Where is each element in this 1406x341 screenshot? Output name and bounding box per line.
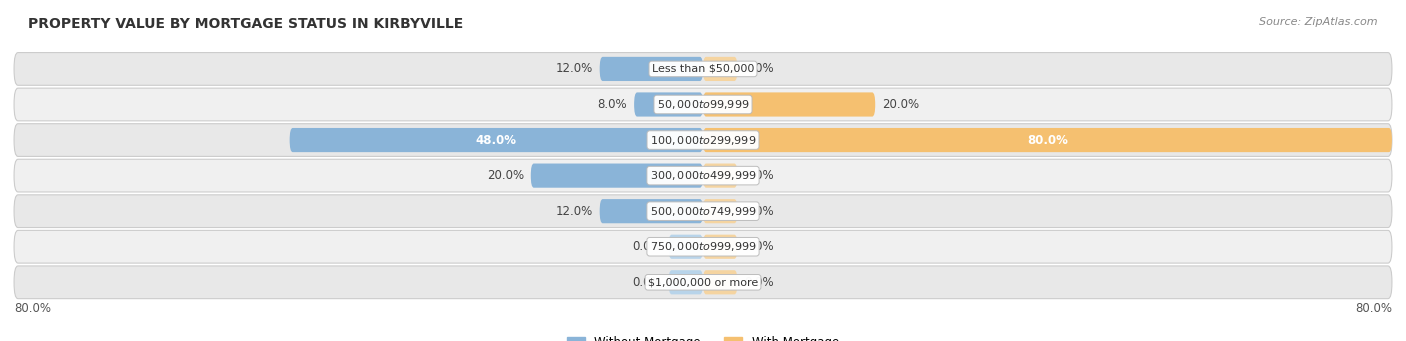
Text: Source: ZipAtlas.com: Source: ZipAtlas.com bbox=[1260, 17, 1378, 27]
Text: $750,000 to $999,999: $750,000 to $999,999 bbox=[650, 240, 756, 253]
FancyBboxPatch shape bbox=[669, 235, 703, 259]
FancyBboxPatch shape bbox=[703, 270, 738, 294]
Text: 0.0%: 0.0% bbox=[744, 276, 773, 289]
Text: 20.0%: 20.0% bbox=[486, 169, 524, 182]
Text: $1,000,000 or more: $1,000,000 or more bbox=[648, 277, 758, 287]
Text: 0.0%: 0.0% bbox=[744, 62, 773, 75]
FancyBboxPatch shape bbox=[14, 195, 1392, 227]
Text: 12.0%: 12.0% bbox=[555, 205, 593, 218]
FancyBboxPatch shape bbox=[14, 159, 1392, 192]
Text: 20.0%: 20.0% bbox=[882, 98, 920, 111]
Text: 80.0%: 80.0% bbox=[1026, 134, 1069, 147]
Text: 80.0%: 80.0% bbox=[14, 302, 51, 315]
FancyBboxPatch shape bbox=[531, 164, 703, 188]
FancyBboxPatch shape bbox=[14, 88, 1392, 121]
Text: 80.0%: 80.0% bbox=[1355, 302, 1392, 315]
FancyBboxPatch shape bbox=[14, 53, 1392, 85]
FancyBboxPatch shape bbox=[703, 57, 738, 81]
Text: 0.0%: 0.0% bbox=[744, 169, 773, 182]
FancyBboxPatch shape bbox=[290, 128, 703, 152]
Legend: Without Mortgage, With Mortgage: Without Mortgage, With Mortgage bbox=[567, 336, 839, 341]
Text: PROPERTY VALUE BY MORTGAGE STATUS IN KIRBYVILLE: PROPERTY VALUE BY MORTGAGE STATUS IN KIR… bbox=[28, 17, 464, 31]
Text: 48.0%: 48.0% bbox=[475, 134, 517, 147]
FancyBboxPatch shape bbox=[14, 231, 1392, 263]
FancyBboxPatch shape bbox=[669, 270, 703, 294]
Text: 0.0%: 0.0% bbox=[744, 205, 773, 218]
Text: Less than $50,000: Less than $50,000 bbox=[652, 64, 754, 74]
Text: 0.0%: 0.0% bbox=[633, 276, 662, 289]
Text: 8.0%: 8.0% bbox=[598, 98, 627, 111]
FancyBboxPatch shape bbox=[14, 266, 1392, 299]
FancyBboxPatch shape bbox=[703, 92, 875, 117]
FancyBboxPatch shape bbox=[14, 124, 1392, 157]
FancyBboxPatch shape bbox=[703, 164, 738, 188]
FancyBboxPatch shape bbox=[703, 235, 738, 259]
Text: $500,000 to $749,999: $500,000 to $749,999 bbox=[650, 205, 756, 218]
FancyBboxPatch shape bbox=[703, 128, 1392, 152]
Text: $100,000 to $299,999: $100,000 to $299,999 bbox=[650, 134, 756, 147]
FancyBboxPatch shape bbox=[599, 199, 703, 223]
Text: $50,000 to $99,999: $50,000 to $99,999 bbox=[657, 98, 749, 111]
Text: 0.0%: 0.0% bbox=[633, 240, 662, 253]
FancyBboxPatch shape bbox=[703, 199, 738, 223]
Text: 0.0%: 0.0% bbox=[744, 240, 773, 253]
Text: 12.0%: 12.0% bbox=[555, 62, 593, 75]
FancyBboxPatch shape bbox=[599, 57, 703, 81]
Text: $300,000 to $499,999: $300,000 to $499,999 bbox=[650, 169, 756, 182]
FancyBboxPatch shape bbox=[634, 92, 703, 117]
